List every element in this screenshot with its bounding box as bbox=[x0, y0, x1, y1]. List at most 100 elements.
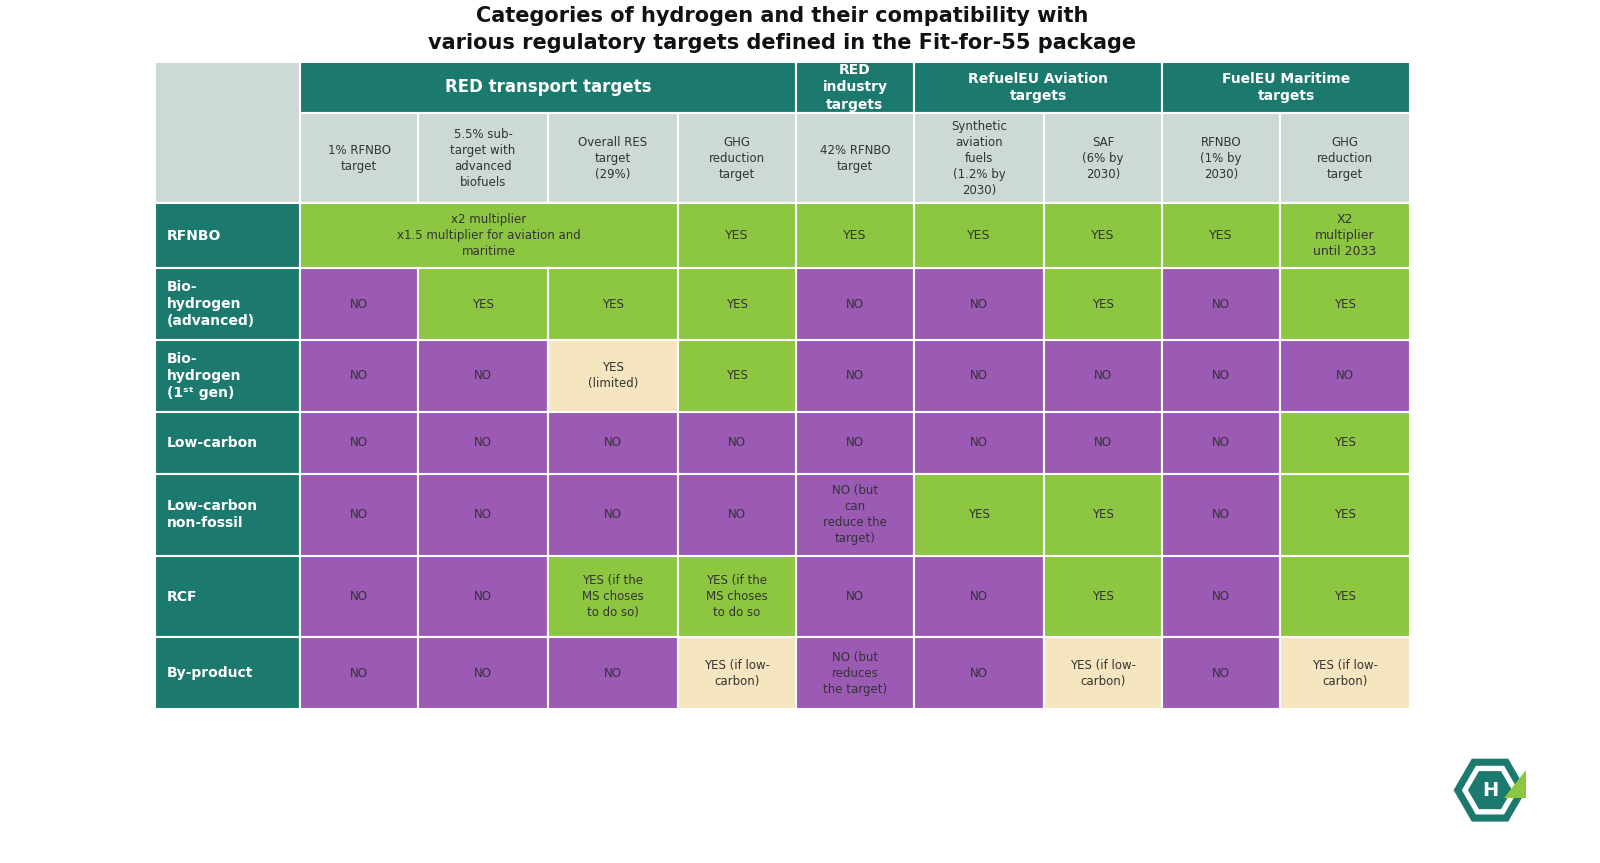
Text: NO: NO bbox=[474, 667, 493, 680]
Bar bbox=[1280, 412, 1410, 474]
Text: NO: NO bbox=[350, 667, 368, 680]
Bar bbox=[678, 204, 797, 268]
Bar bbox=[1043, 204, 1162, 268]
Bar bbox=[797, 474, 914, 556]
Bar bbox=[797, 638, 914, 709]
Bar bbox=[547, 340, 678, 412]
Bar bbox=[547, 638, 678, 709]
Bar bbox=[418, 556, 547, 638]
Bar bbox=[1280, 113, 1410, 204]
Bar bbox=[797, 412, 914, 474]
Bar bbox=[678, 340, 797, 412]
Text: NO: NO bbox=[846, 590, 864, 603]
Bar bbox=[1043, 412, 1162, 474]
Bar bbox=[155, 638, 301, 709]
Bar bbox=[678, 556, 797, 638]
Text: NO: NO bbox=[1213, 369, 1230, 382]
Text: NO: NO bbox=[1094, 369, 1112, 382]
Bar bbox=[1280, 638, 1410, 709]
Text: Synthetic
aviation
fuels
(1.2% by
2030): Synthetic aviation fuels (1.2% by 2030) bbox=[950, 120, 1006, 197]
Bar bbox=[1162, 412, 1280, 474]
Text: NO: NO bbox=[970, 298, 989, 311]
Bar bbox=[678, 113, 797, 204]
Text: X2
multiplier
until 2033: X2 multiplier until 2033 bbox=[1314, 213, 1376, 258]
Text: YES: YES bbox=[726, 369, 747, 382]
Bar bbox=[301, 61, 797, 113]
Bar bbox=[914, 556, 1043, 638]
Text: YES (if low-
carbon): YES (if low- carbon) bbox=[704, 658, 770, 688]
Bar bbox=[914, 268, 1043, 340]
Bar bbox=[547, 556, 678, 638]
Text: YES: YES bbox=[472, 298, 494, 311]
Text: NO: NO bbox=[970, 369, 989, 382]
Bar bbox=[1162, 113, 1280, 204]
Text: YES: YES bbox=[1210, 230, 1232, 243]
Bar bbox=[155, 412, 301, 474]
Bar bbox=[1280, 474, 1410, 556]
Bar bbox=[1162, 268, 1280, 340]
Text: NO: NO bbox=[1094, 437, 1112, 450]
Text: YES: YES bbox=[725, 230, 749, 243]
Bar bbox=[155, 204, 301, 268]
Text: Categories of hydrogen and their compatibility with
various regulatory targets d: Categories of hydrogen and their compati… bbox=[429, 6, 1136, 53]
Bar bbox=[1162, 204, 1280, 268]
Bar bbox=[797, 556, 914, 638]
Bar bbox=[797, 61, 914, 113]
Bar bbox=[914, 204, 1043, 268]
Bar bbox=[797, 204, 914, 268]
Text: YES: YES bbox=[1334, 508, 1355, 521]
Bar bbox=[1162, 556, 1280, 638]
Bar bbox=[914, 340, 1043, 412]
Bar bbox=[155, 340, 301, 412]
Text: 5.5% sub-
target with
advanced
biofuels: 5.5% sub- target with advanced biofuels bbox=[450, 128, 515, 189]
Text: YES: YES bbox=[726, 298, 747, 311]
Bar bbox=[1043, 113, 1162, 204]
Bar bbox=[301, 113, 418, 204]
Bar bbox=[1280, 556, 1410, 638]
Text: NO: NO bbox=[846, 298, 864, 311]
Text: RED transport targets: RED transport targets bbox=[445, 79, 651, 97]
Text: By-product: By-product bbox=[166, 666, 253, 680]
Text: x2 multiplier
x1.5 multiplier for aviation and
maritime: x2 multiplier x1.5 multiplier for aviati… bbox=[397, 213, 581, 258]
Text: Low-carbon: Low-carbon bbox=[166, 436, 258, 450]
Text: RefuelEU Aviation
targets: RefuelEU Aviation targets bbox=[968, 72, 1107, 103]
Bar bbox=[1043, 638, 1162, 709]
Bar bbox=[418, 412, 547, 474]
Text: NO: NO bbox=[350, 369, 368, 382]
Bar bbox=[1162, 61, 1410, 113]
Bar bbox=[418, 474, 547, 556]
Text: YES
(limited): YES (limited) bbox=[587, 362, 638, 390]
Text: YES (if the
MS choses
to do so): YES (if the MS choses to do so) bbox=[582, 574, 643, 619]
Text: NO (but
reduces
the target): NO (but reduces the target) bbox=[822, 651, 886, 696]
Bar bbox=[1043, 268, 1162, 340]
Text: H: H bbox=[1482, 781, 1498, 800]
Bar bbox=[1280, 204, 1410, 268]
Text: YES: YES bbox=[1093, 298, 1114, 311]
Polygon shape bbox=[1504, 770, 1526, 798]
Bar bbox=[155, 61, 301, 204]
Text: Overall RES
target
(29%): Overall RES target (29%) bbox=[579, 135, 648, 181]
Bar bbox=[301, 638, 418, 709]
Text: Low-carbon
non-fossil: Low-carbon non-fossil bbox=[166, 499, 258, 530]
Bar bbox=[301, 474, 418, 556]
Text: NO: NO bbox=[474, 437, 493, 450]
Bar bbox=[1162, 340, 1280, 412]
Text: YES: YES bbox=[968, 508, 990, 521]
Text: NO: NO bbox=[1213, 508, 1230, 521]
Text: NO: NO bbox=[970, 667, 989, 680]
Bar bbox=[797, 268, 914, 340]
Bar bbox=[1280, 268, 1410, 340]
Text: RFNBO
(1% by
2030): RFNBO (1% by 2030) bbox=[1200, 135, 1242, 181]
Text: YES: YES bbox=[1334, 437, 1355, 450]
Text: NO: NO bbox=[350, 298, 368, 311]
Text: NO: NO bbox=[728, 508, 746, 521]
Text: YES: YES bbox=[1334, 298, 1355, 311]
Text: RFNBO: RFNBO bbox=[166, 229, 221, 243]
Bar bbox=[1280, 340, 1410, 412]
Bar bbox=[914, 61, 1162, 113]
Bar bbox=[914, 474, 1043, 556]
Bar bbox=[678, 474, 797, 556]
Bar bbox=[418, 113, 547, 204]
Text: NO: NO bbox=[350, 437, 368, 450]
Bar bbox=[301, 556, 418, 638]
